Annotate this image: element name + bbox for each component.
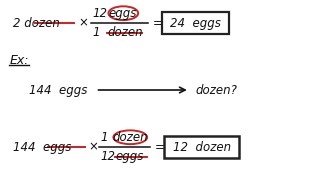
Text: 144  eggs: 144 eggs: [13, 141, 72, 154]
Text: eggs: eggs: [116, 150, 144, 163]
Text: 24  eggs: 24 eggs: [170, 17, 221, 30]
Text: =: =: [153, 17, 163, 30]
Text: 12: 12: [92, 7, 108, 20]
Text: Ex:: Ex:: [9, 54, 29, 67]
Text: dozen: dozen: [108, 26, 143, 39]
Text: 1: 1: [100, 131, 108, 144]
Text: 12: 12: [100, 150, 116, 163]
Text: eggs: eggs: [108, 7, 137, 20]
Text: 2 dozen: 2 dozen: [13, 17, 60, 30]
FancyBboxPatch shape: [162, 12, 229, 34]
Text: ×: ×: [79, 17, 89, 30]
Text: dozen: dozen: [112, 131, 148, 144]
Text: 12  dozen: 12 dozen: [172, 141, 231, 154]
FancyBboxPatch shape: [164, 136, 239, 158]
Text: 144  eggs: 144 eggs: [29, 84, 88, 96]
Text: dozen?: dozen?: [196, 84, 237, 96]
Text: ×: ×: [89, 141, 99, 154]
Text: 1: 1: [92, 26, 100, 39]
Text: =: =: [155, 141, 165, 154]
